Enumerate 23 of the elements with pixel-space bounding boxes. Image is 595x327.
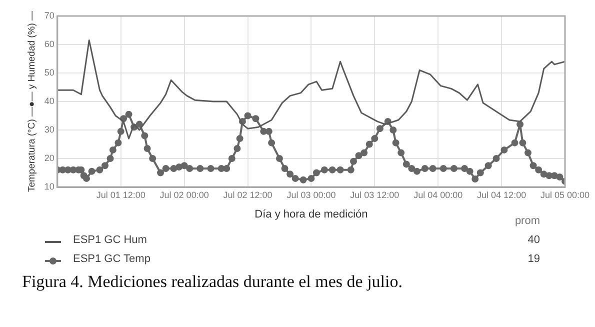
y-tick-label: 40 (44, 96, 54, 106)
y-tick-label: 60 (44, 38, 54, 49)
x-tick-label: Jul 05 00:00 (540, 190, 590, 200)
x-tick-label: Jul 03 12:00 (350, 190, 400, 200)
x-tick-label: Jul 04 12:00 (477, 190, 526, 200)
y-tick-label: 20 (44, 152, 54, 163)
text: 40 (528, 233, 540, 248)
x-tick-label: Jul 04 00:00 (414, 190, 463, 200)
text: Figura 4. Mediciones realizadas durante el mes de julio. (22, 272, 402, 292)
x-tick-label: Jul 03 00:00 (286, 190, 336, 200)
legend-label: ESP1 GC Hum (73, 233, 147, 248)
y-tick-label: 30 (44, 124, 54, 134)
text: prom (514, 214, 540, 229)
x-axis-title: Día y hora de medición (254, 208, 368, 220)
x-tick-label: Jul 02 12:00 (223, 190, 272, 200)
y-tick-label: 50 (44, 67, 54, 78)
y-tick-label: 10 (44, 181, 54, 192)
x-tick-label: Jul 01 12:00 (96, 190, 146, 200)
y-axis-title: Temperatura (°C) —●— y Humedad (%) — (26, 10, 38, 192)
legend-label: ESP1 GC Temp (73, 252, 150, 267)
text: 19 (528, 252, 540, 267)
x-tick-label: Jul 02 00:00 (160, 190, 209, 200)
y-tick-label: 70 (44, 10, 54, 20)
